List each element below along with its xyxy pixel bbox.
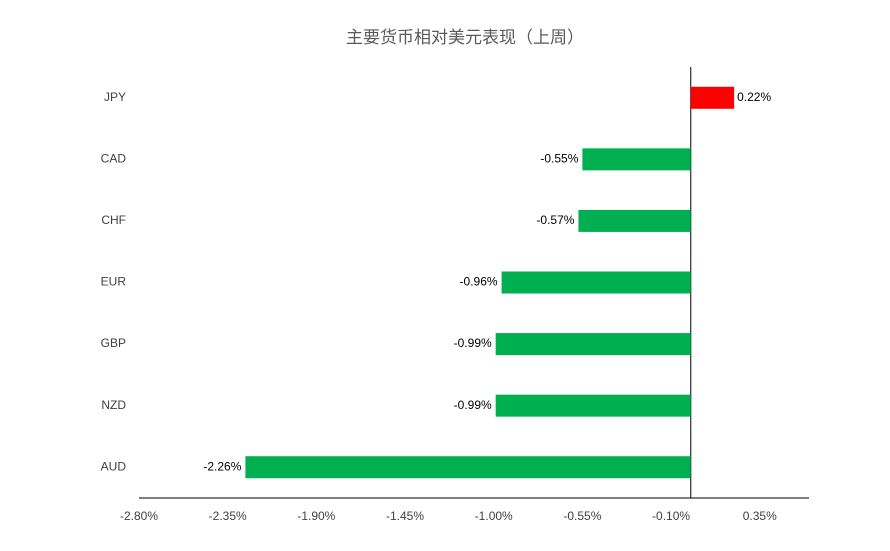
bar: [495, 333, 691, 356]
value-label: -0.57%: [536, 213, 574, 227]
x-tick-label: -2.80%: [120, 509, 158, 523]
value-label: -2.26%: [203, 459, 241, 473]
bar: [501, 271, 691, 294]
x-tick-label: -1.00%: [475, 509, 513, 523]
x-tick-label: -0.55%: [563, 509, 601, 523]
y-tick-label: NZD: [101, 398, 126, 412]
value-label: -0.96%: [460, 275, 498, 289]
value-label: 0.22%: [737, 90, 771, 104]
x-tick-label: -1.45%: [386, 509, 424, 523]
y-tick-label: GBP: [101, 336, 126, 350]
y-tick-label: EUR: [101, 275, 127, 289]
y-tick-label: JPY: [104, 90, 126, 104]
y-tick-label: CHF: [101, 213, 126, 227]
bar: [578, 209, 691, 232]
value-label: -0.99%: [454, 336, 492, 350]
x-tick-label: -2.35%: [209, 509, 247, 523]
x-tick-label: 0.35%: [743, 509, 777, 523]
bar: [582, 148, 691, 171]
bar: [245, 456, 691, 479]
y-tick-label: AUD: [101, 459, 127, 473]
x-tick-label: -1.90%: [297, 509, 335, 523]
y-tick-label: CAD: [101, 152, 127, 166]
value-label: -0.99%: [454, 398, 492, 412]
x-tick-label: -0.10%: [652, 509, 690, 523]
bar: [495, 394, 691, 417]
value-label: -0.55%: [540, 152, 578, 166]
bar: [690, 86, 735, 109]
chart-title: 主要货币相对美元表现（上周）: [346, 28, 584, 48]
